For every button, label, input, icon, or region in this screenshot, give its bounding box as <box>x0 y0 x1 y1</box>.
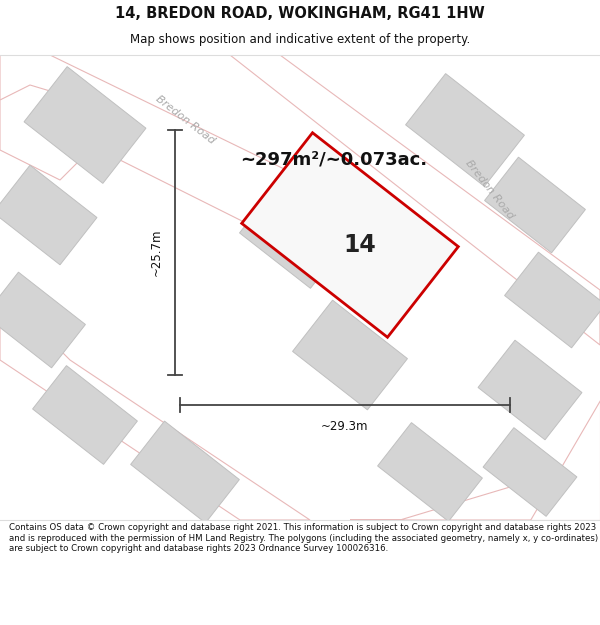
Polygon shape <box>0 55 430 290</box>
Text: Contains OS data © Crown copyright and database right 2021. This information is : Contains OS data © Crown copyright and d… <box>9 523 598 553</box>
Text: ~25.7m: ~25.7m <box>150 229 163 276</box>
Polygon shape <box>131 421 239 523</box>
Polygon shape <box>24 67 146 183</box>
Polygon shape <box>406 74 524 186</box>
Polygon shape <box>32 366 137 464</box>
Polygon shape <box>485 157 586 253</box>
Polygon shape <box>0 85 100 180</box>
Polygon shape <box>230 55 600 345</box>
Text: 14, BREDON ROAD, WOKINGHAM, RG41 1HW: 14, BREDON ROAD, WOKINGHAM, RG41 1HW <box>115 6 485 21</box>
Polygon shape <box>0 310 310 520</box>
Polygon shape <box>350 460 600 520</box>
Text: 14: 14 <box>344 233 376 257</box>
Polygon shape <box>478 340 582 440</box>
Polygon shape <box>0 165 97 265</box>
Polygon shape <box>293 300 407 410</box>
Polygon shape <box>483 428 577 516</box>
Text: Bredon Road: Bredon Road <box>154 94 217 146</box>
Text: ~297m²/~0.073ac.: ~297m²/~0.073ac. <box>240 151 427 169</box>
Polygon shape <box>530 400 600 520</box>
Text: Bredon Road: Bredon Road <box>464 159 516 221</box>
Polygon shape <box>505 252 600 348</box>
Text: ~29.3m: ~29.3m <box>321 420 369 433</box>
Text: Map shows position and indicative extent of the property.: Map shows position and indicative extent… <box>130 33 470 46</box>
Polygon shape <box>242 132 458 338</box>
Polygon shape <box>0 272 85 368</box>
Polygon shape <box>377 422 482 521</box>
Polygon shape <box>239 182 350 288</box>
